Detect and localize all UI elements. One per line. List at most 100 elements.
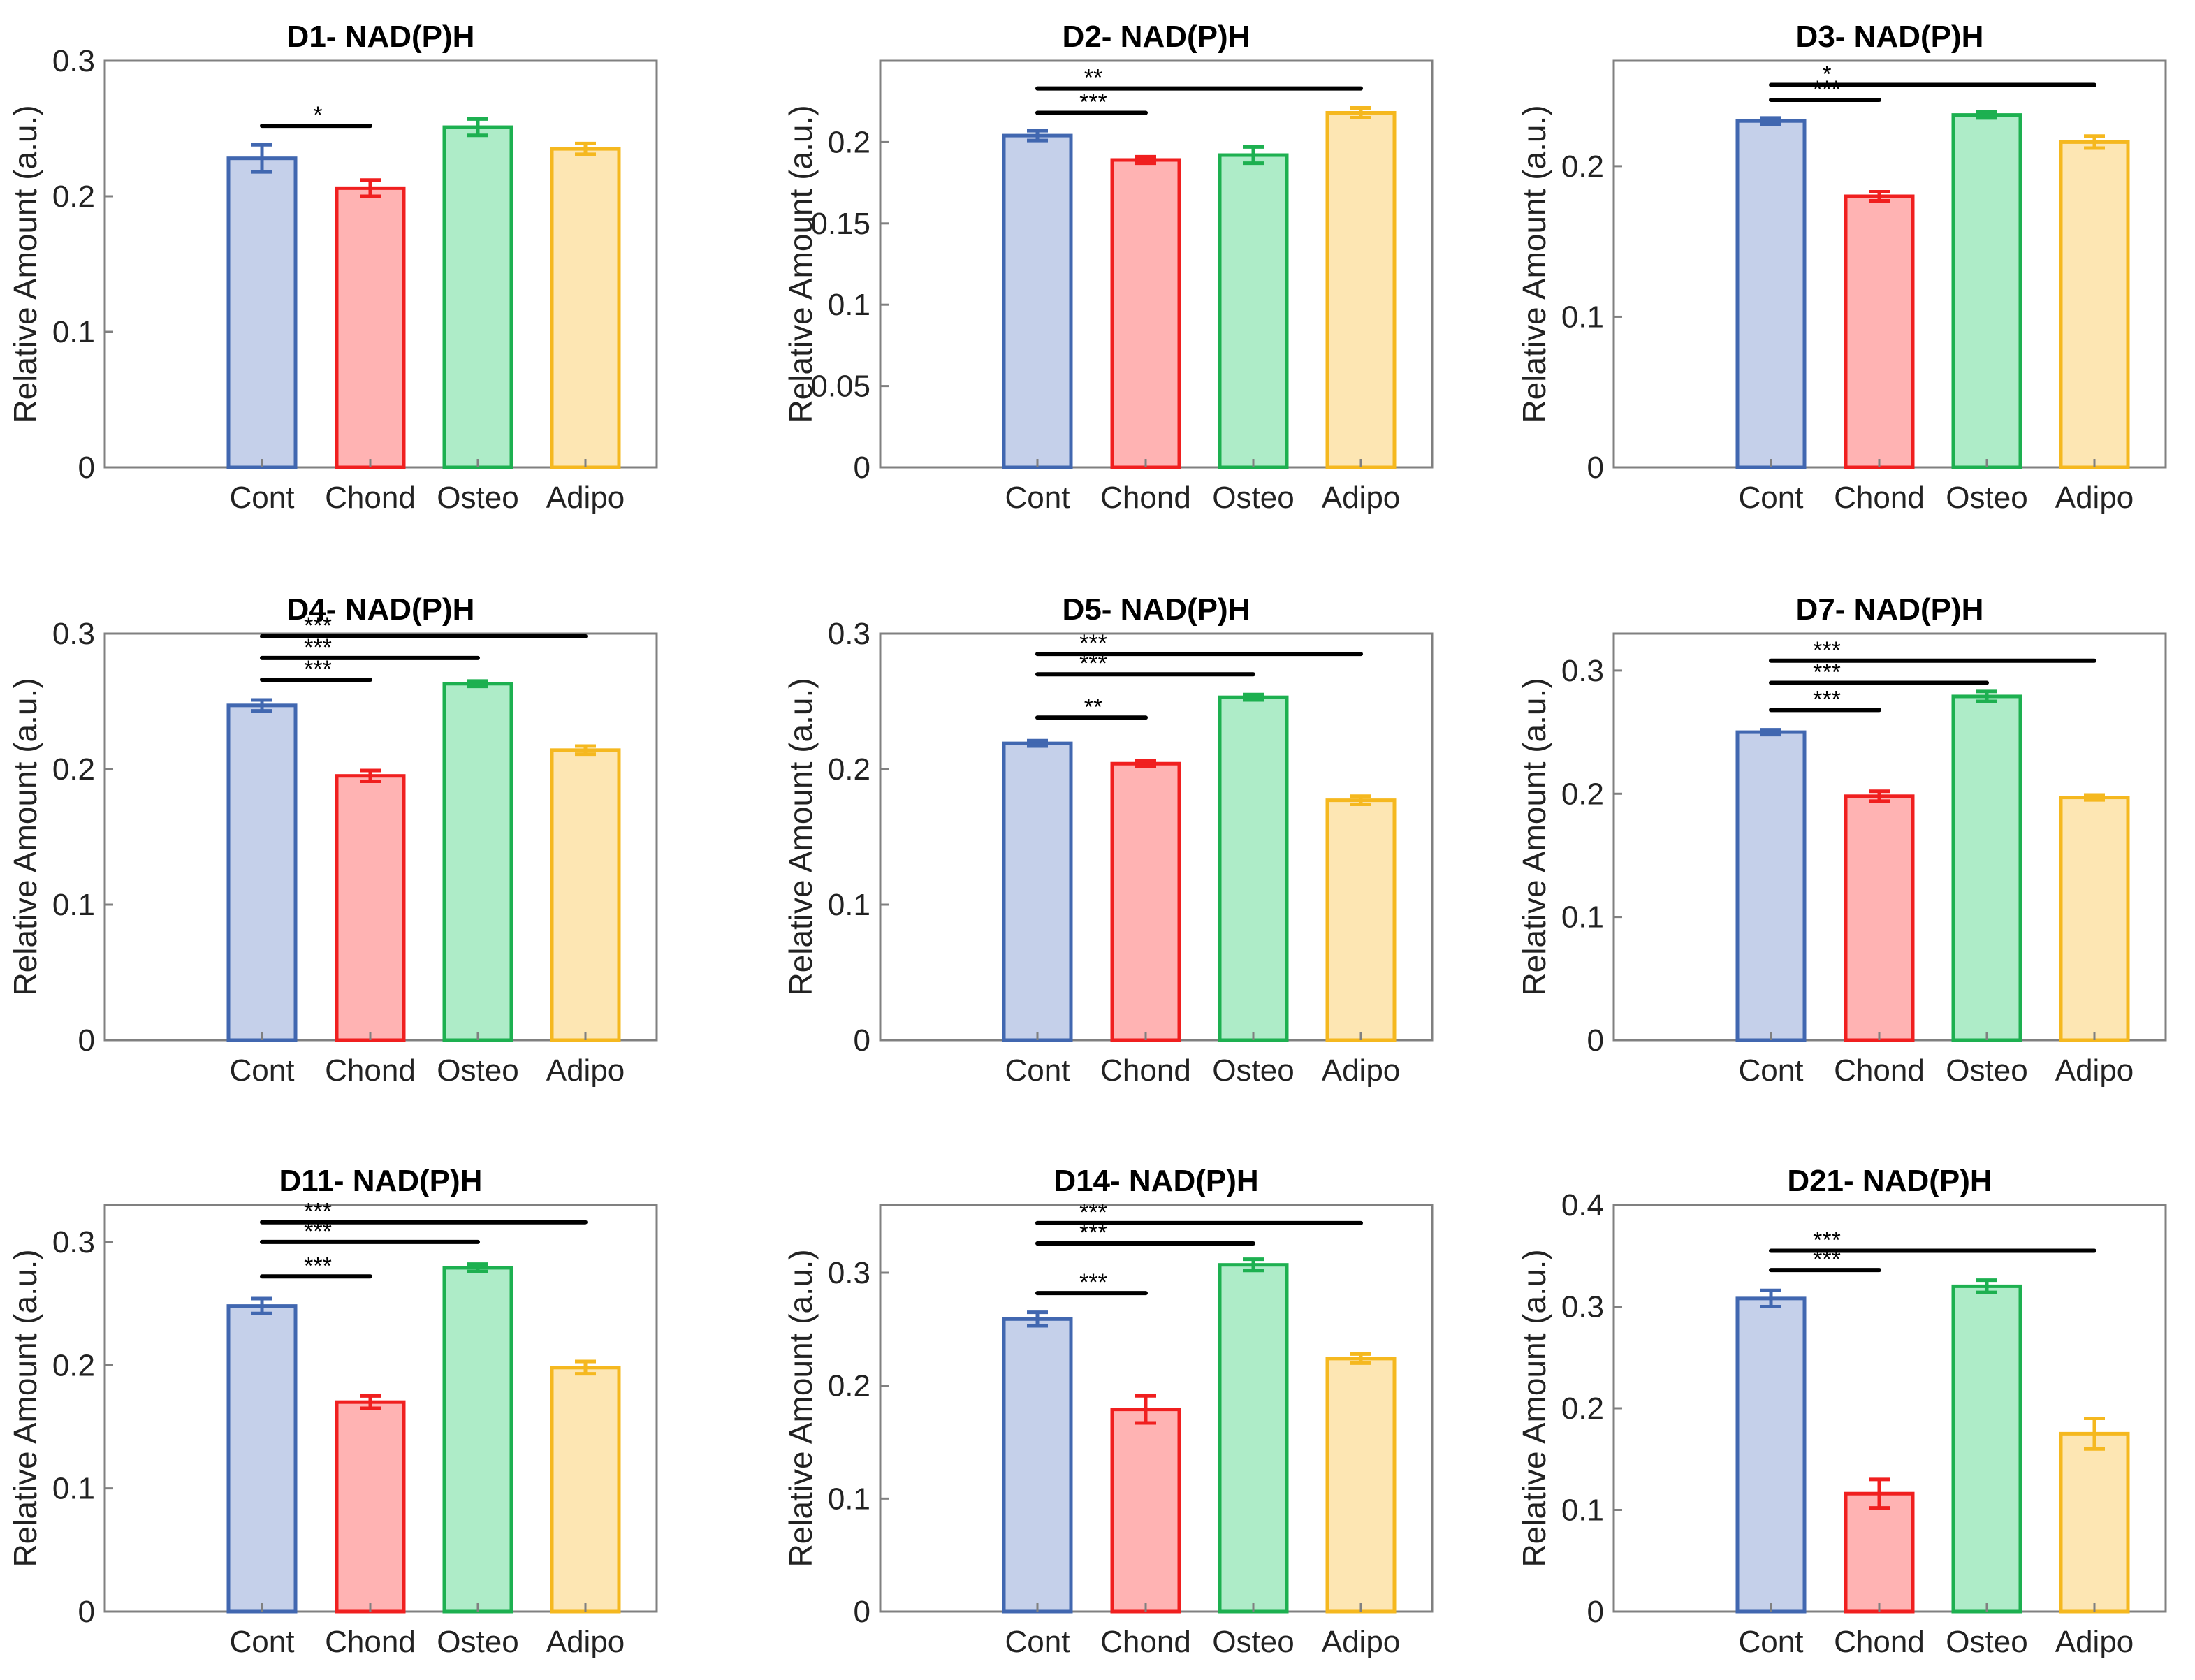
y-tick-label: 0.3 [1561, 1290, 1604, 1324]
chart-panel-8: D14- NAD(P)H 0 0.1 0.2 0.3 Relative Amount (a… [782, 1164, 1434, 1659]
y-tick-label: 0.2 [52, 752, 95, 787]
significance-label: ** [1084, 694, 1102, 720]
chart-title: D3- NAD(P)H [1796, 20, 1984, 54]
bar-chond [1110, 158, 1181, 469]
x-tick-label: Adipo [546, 1625, 625, 1659]
y-tick-label: 0.1 [828, 288, 870, 322]
x-tick-label: Chond [325, 1053, 416, 1088]
chart-title: D14- NAD(P)H [1053, 1164, 1258, 1198]
x-tick-label: Cont [1005, 481, 1070, 515]
bar-adipo [550, 147, 621, 469]
chart-panel-9: D21- NAD(P)H 0 0.1 0.2 0.3 0.4 Relative Amount… [1516, 1164, 2167, 1659]
significance-label: *** [304, 634, 332, 661]
significance-label: ** [1084, 65, 1102, 92]
x-tick-label: Osteo [437, 1053, 518, 1088]
significance-label: *** [1813, 76, 1841, 103]
x-tick-label: Chond [1834, 1053, 1925, 1088]
x-tick-label: Osteo [437, 481, 518, 515]
x-tick-label: Chond [325, 1625, 416, 1659]
y-tick-label: 0.4 [1561, 1188, 1604, 1222]
x-tick-label: Adipo [546, 1053, 625, 1088]
significance-label: * [1822, 61, 1831, 87]
chart-panel-7: D11- NAD(P)H 0 0.1 0.2 0.3 Relative Amount (a… [7, 1164, 658, 1659]
y-axis-label: Relative Amount (a.u.) [1516, 1249, 1552, 1567]
significance-label: *** [1079, 1269, 1107, 1296]
bar-chond [1844, 794, 1915, 1042]
significance-label: *** [1813, 637, 1841, 664]
y-tick-label: 0.2 [828, 1369, 870, 1403]
y-tick-label: 0.2 [1561, 1392, 1604, 1426]
x-tick-label: Chond [1100, 1053, 1191, 1088]
y-tick-label: 0.3 [52, 617, 95, 651]
x-tick-label: Adipo [546, 481, 625, 515]
y-tick-label: 0.1 [1561, 300, 1604, 334]
y-tick-label: 0.1 [52, 888, 95, 922]
x-tick-label: Osteo [1946, 1053, 2027, 1088]
x-tick-label: Adipo [1322, 481, 1401, 515]
x-tick-label: Cont [1005, 1053, 1070, 1088]
x-tick-label: Cont [1739, 1053, 1804, 1088]
bar-cont [1735, 730, 1807, 1042]
y-axis-label: Relative Amount (a.u.) [7, 105, 43, 423]
bar-osteo [1218, 1263, 1289, 1614]
x-tick-label: Osteo [1946, 1625, 2027, 1659]
y-tick-label: 0 [78, 451, 95, 485]
bar-adipo [550, 1366, 621, 1614]
significance-label: *** [304, 613, 332, 639]
bar-osteo [1951, 113, 2022, 469]
y-axis-label: Relative Amount (a.u.) [782, 105, 819, 423]
y-tick-label: 0 [1587, 1023, 1604, 1058]
significance-label: *** [1813, 686, 1841, 713]
y-axis-label: Relative Amount (a.u.) [7, 678, 43, 995]
x-tick-label: Osteo [1946, 481, 2027, 515]
significance-label: *** [1079, 630, 1107, 657]
bar-adipo [2059, 796, 2130, 1042]
bar-cont [226, 703, 298, 1042]
bar-osteo [1951, 1284, 2022, 1614]
chart-title: D5- NAD(P)H [1063, 592, 1250, 627]
chart-panel-6: D7- NAD(P)H 0 0.1 0.2 0.3 Relative Amount (a.… [1516, 592, 2167, 1088]
significance-label: *** [304, 656, 332, 682]
chart-panel-1: D1- NAD(P)H 0 0.1 0.2 0.3 Relative Amount (a.… [7, 20, 658, 515]
x-tick-label: Osteo [1212, 481, 1294, 515]
x-tick-label: Osteo [437, 1625, 518, 1659]
y-axis-label: Relative Amount (a.u.) [1516, 678, 1552, 995]
bar-cont [1735, 119, 1807, 469]
y-tick-label: 0.1 [52, 315, 95, 349]
y-tick-label: 0 [1587, 451, 1604, 485]
chart-title: D11- NAD(P)H [279, 1164, 483, 1198]
y-tick-label: 0.2 [1561, 777, 1604, 811]
x-tick-label: Adipo [1322, 1625, 1401, 1659]
x-tick-label: Cont [230, 481, 295, 515]
bar-cont [226, 1304, 298, 1614]
bar-chond [1844, 194, 1915, 469]
x-tick-label: Adipo [2055, 1625, 2134, 1659]
x-tick-label: Chond [1834, 1625, 1925, 1659]
bar-chond [335, 1400, 406, 1614]
x-tick-label: Chond [325, 481, 416, 515]
chart-panel-2: D2- NAD(P)H 0 0.05 0.1 0.15 0.2 Relative Amoun… [782, 20, 1434, 515]
significance-label: *** [1813, 659, 1841, 686]
x-tick-label: Adipo [1322, 1053, 1401, 1088]
bar-osteo [442, 1266, 513, 1614]
x-tick-label: Cont [1739, 1625, 1804, 1659]
bar-osteo [1218, 695, 1289, 1042]
chart-title: D21- NAD(P)H [1787, 1164, 1992, 1198]
y-tick-label: 0.1 [828, 888, 870, 922]
chart-panel-4: D4- NAD(P)H 0 0.1 0.2 0.3 Relative Amount (a.… [7, 592, 658, 1088]
y-tick-label: 0 [854, 451, 870, 485]
bar-cont [226, 156, 298, 469]
significance-label: *** [1813, 1227, 1841, 1253]
significance-label: *** [304, 1252, 332, 1279]
y-tick-label: 0.1 [1561, 1493, 1604, 1528]
y-tick-label: 0.3 [52, 44, 95, 78]
y-tick-label: 0.2 [52, 180, 95, 214]
chart-title: D7- NAD(P)H [1796, 592, 1984, 627]
y-tick-label: 0.3 [828, 617, 870, 651]
y-tick-label: 0.1 [828, 1482, 870, 1516]
chart-title: D2- NAD(P)H [1063, 20, 1250, 54]
bar-cont [1002, 1317, 1073, 1614]
bar-adipo [550, 748, 621, 1042]
bar-osteo [442, 682, 513, 1042]
